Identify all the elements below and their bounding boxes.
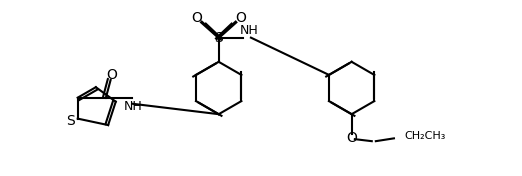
Text: O: O — [235, 11, 246, 24]
Text: O: O — [192, 11, 203, 24]
Text: O: O — [106, 68, 117, 82]
Text: O: O — [346, 131, 357, 144]
Text: S: S — [66, 114, 75, 128]
Text: NH: NH — [240, 24, 258, 37]
Text: S: S — [215, 31, 223, 45]
Text: CH₂CH₃: CH₂CH₃ — [405, 131, 446, 141]
Text: NH: NH — [124, 100, 143, 113]
